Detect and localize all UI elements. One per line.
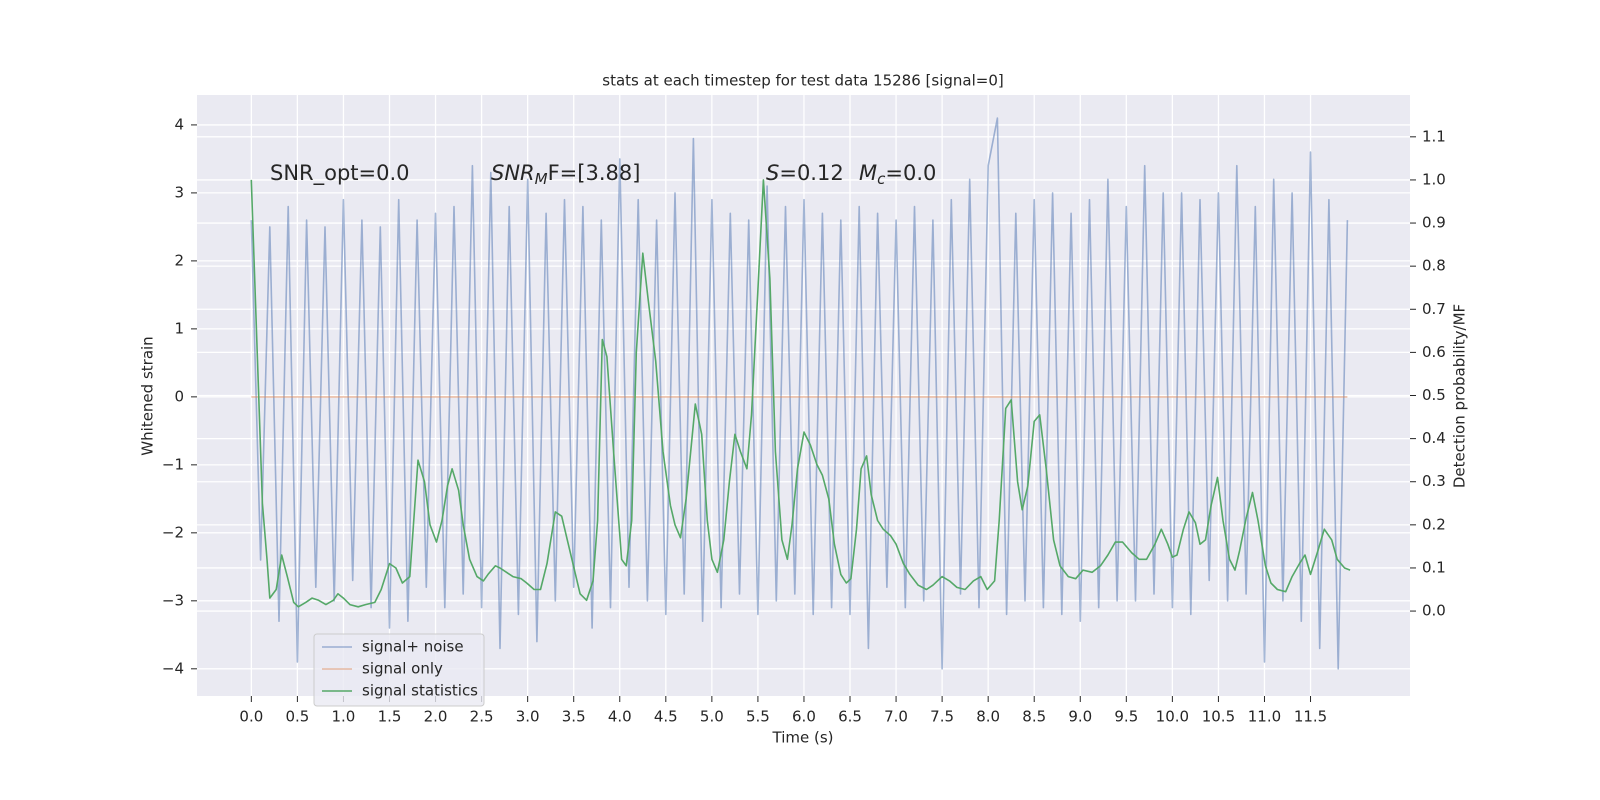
y-tick-label: 2 bbox=[174, 251, 184, 269]
y2-tick-label: 0.5 bbox=[1422, 386, 1446, 404]
y2-tick-label: 0.8 bbox=[1422, 257, 1446, 275]
x-tick-label: 1.5 bbox=[378, 708, 402, 726]
x-axis-label: Time (s) bbox=[772, 729, 834, 747]
x-tick-label: 5.0 bbox=[700, 708, 724, 726]
axes: 0.0 0.5 1.0 1.5 2.0 2.5 3.0 3.5 4.0 4.5 5.0 5.5 6.0 6… bbox=[162, 115, 1446, 725]
x-tick-label: 3.5 bbox=[562, 708, 586, 726]
x-tick-label: 9.5 bbox=[1114, 708, 1138, 726]
x-tick-label: 7.0 bbox=[884, 708, 908, 726]
annotation-part: SNR_opt=0.0 bbox=[270, 161, 410, 186]
x-tick-label: 10.5 bbox=[1202, 708, 1235, 726]
x-tick-label: 2.5 bbox=[470, 708, 494, 726]
y-tick-label: −4 bbox=[162, 659, 184, 677]
y2-axis-label: Detection probability/MF bbox=[1451, 304, 1469, 488]
x-tick-label: 9.0 bbox=[1068, 708, 1092, 726]
annotation-part: c bbox=[877, 170, 886, 188]
x-tick-label: 0.5 bbox=[285, 708, 309, 726]
annotation: SNRMF=[3.88] bbox=[491, 161, 640, 188]
x-tick-label: 11.0 bbox=[1248, 708, 1281, 726]
annotation-part: =0.12 bbox=[779, 161, 843, 185]
x-tick-label: 6.5 bbox=[838, 708, 862, 726]
annotation: S=0.12 bbox=[766, 161, 844, 185]
chart-title: stats at each timestep for test data 152… bbox=[602, 72, 1003, 90]
y-axis-label: Whitened strain bbox=[139, 336, 157, 455]
y2-tick-label: 1.1 bbox=[1422, 127, 1446, 145]
y-tick-label: −1 bbox=[162, 455, 184, 473]
x-tick-label: 7.5 bbox=[930, 708, 954, 726]
annotation-part: S bbox=[766, 161, 779, 185]
y2-tick-label: 1.0 bbox=[1422, 170, 1446, 188]
y-tick-label: 0 bbox=[174, 387, 184, 405]
annotation: SNR_opt=0.0 bbox=[270, 161, 410, 186]
x-tick-label: 1.0 bbox=[332, 708, 356, 726]
y2-tick-label: 0.3 bbox=[1422, 472, 1446, 490]
y-tick-label: −2 bbox=[162, 523, 184, 541]
annotation: Mc=0.0 bbox=[859, 161, 936, 188]
y2-tick-label: 0.2 bbox=[1422, 515, 1446, 533]
annotation-part: F=[3.88] bbox=[548, 161, 641, 185]
legend-label: signal statistics bbox=[362, 682, 478, 700]
legend-label: signal only bbox=[362, 660, 443, 678]
x-tick-label: 4.5 bbox=[654, 708, 678, 726]
x-tick-label: 4.0 bbox=[608, 708, 632, 726]
y2-tick-label: 0.4 bbox=[1422, 429, 1446, 447]
y-tick-label: 3 bbox=[174, 183, 184, 201]
marks bbox=[250, 117, 1351, 670]
annotation-part: SNR bbox=[491, 161, 535, 185]
x-tick-label: 0.0 bbox=[239, 708, 263, 726]
y2-tick-label: 0.1 bbox=[1422, 558, 1446, 576]
y-tick-label: 1 bbox=[174, 319, 184, 337]
y2-tick-label: 0.9 bbox=[1422, 214, 1446, 232]
y2-tick-label: 0.0 bbox=[1422, 602, 1446, 620]
annotation-part: M bbox=[535, 170, 548, 188]
y2-tick-label: 0.6 bbox=[1422, 343, 1446, 361]
x-tick-label: 5.5 bbox=[746, 708, 770, 726]
y2-tick-label: 0.7 bbox=[1422, 300, 1446, 318]
x-tick-label: 11.5 bbox=[1294, 708, 1327, 726]
x-tick-label: 8.0 bbox=[976, 708, 1000, 726]
x-tick-label: 3.0 bbox=[516, 708, 540, 726]
x-tick-label: 6.0 bbox=[792, 708, 816, 726]
annotation-part: =0.0 bbox=[885, 161, 936, 185]
y-tick-label: −3 bbox=[162, 591, 184, 609]
series-line bbox=[250, 179, 1351, 608]
x-tick-label: 2.0 bbox=[424, 708, 448, 726]
x-tick-label: 8.5 bbox=[1022, 708, 1046, 726]
x-tick-label: 10.0 bbox=[1156, 708, 1189, 726]
annotation-part: M bbox=[859, 161, 877, 185]
legend-box bbox=[313, 633, 485, 707]
legend-label: signal+ noise bbox=[362, 638, 464, 656]
y-tick-label: 4 bbox=[174, 115, 184, 133]
